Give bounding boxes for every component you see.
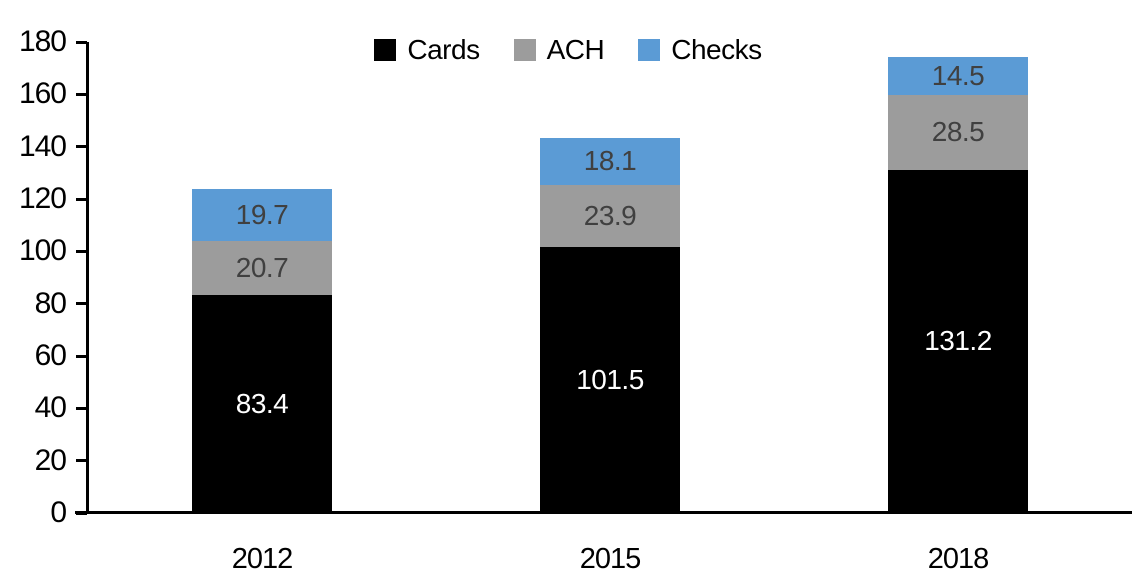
legend-item-checks: Checks: [638, 34, 762, 65]
y-tick-label: 140: [18, 129, 67, 163]
legend-item-cards: Cards: [374, 34, 480, 65]
y-tick-mark: [76, 197, 87, 201]
bar-value-label: 83.4: [235, 387, 289, 419]
y-tick-mark: [76, 354, 87, 358]
bar-segment-2018-checks: [888, 57, 1028, 96]
legend-label: ACH: [546, 34, 605, 65]
y-tick-label: 0: [50, 496, 67, 529]
bar-segment-2018-ach: [888, 95, 1028, 170]
y-tick-label: 60: [34, 339, 67, 372]
bar-value-label: 18.1: [583, 145, 637, 177]
legend-swatch-icon: [638, 39, 661, 61]
y-tick-label: 40: [34, 391, 67, 425]
y-tick-label: 120: [18, 182, 67, 215]
y-tick-mark: [76, 302, 87, 306]
bar-segment-2015-cards: [540, 247, 680, 513]
y-tick-mark: [76, 249, 87, 253]
bar-value-label: 23.9: [583, 200, 637, 232]
legend-label: Cards: [407, 34, 480, 65]
bar-segment-2015-checks: [540, 137, 680, 185]
y-tick-mark: [76, 511, 87, 515]
y-tick-mark: [76, 92, 87, 96]
y-tick-mark: [76, 40, 87, 44]
y-tick-label: 80: [34, 286, 67, 320]
y-tick-label: 180: [18, 25, 67, 58]
bar-value-label: 20.7: [235, 251, 289, 283]
bar-value-label: 101.5: [576, 364, 644, 396]
bar-segment-2012-cards: [192, 294, 332, 513]
y-tick-label: 20: [34, 443, 67, 477]
y-tick-mark: [76, 406, 87, 410]
bar-value-label: 131.2: [924, 325, 992, 357]
legend-item-ach: ACH: [513, 34, 605, 65]
bar-segment-2018-cards: [888, 169, 1028, 513]
bar-segment-2015-ach: [540, 184, 680, 248]
y-axis-line: [86, 42, 89, 514]
x-tick-label: 2018: [927, 543, 990, 575]
bar-value-label: 19.7: [235, 198, 289, 230]
bar-segment-2012-checks: [192, 189, 332, 241]
legend-swatch-icon: [374, 39, 397, 61]
legend-swatch-icon: [513, 39, 536, 61]
y-tick-label: 100: [18, 234, 67, 268]
legend-label: Checks: [671, 34, 762, 65]
bar-segment-2012-ach: [192, 240, 332, 295]
y-tick-label: 160: [18, 77, 67, 111]
bar-value-label: 14.5: [931, 60, 985, 92]
bar-value-label: 28.5: [931, 116, 985, 148]
x-tick-label: 2015: [579, 543, 642, 575]
y-tick-mark: [76, 145, 87, 149]
x-tick-label: 2012: [231, 543, 294, 575]
y-tick-mark: [76, 459, 87, 463]
